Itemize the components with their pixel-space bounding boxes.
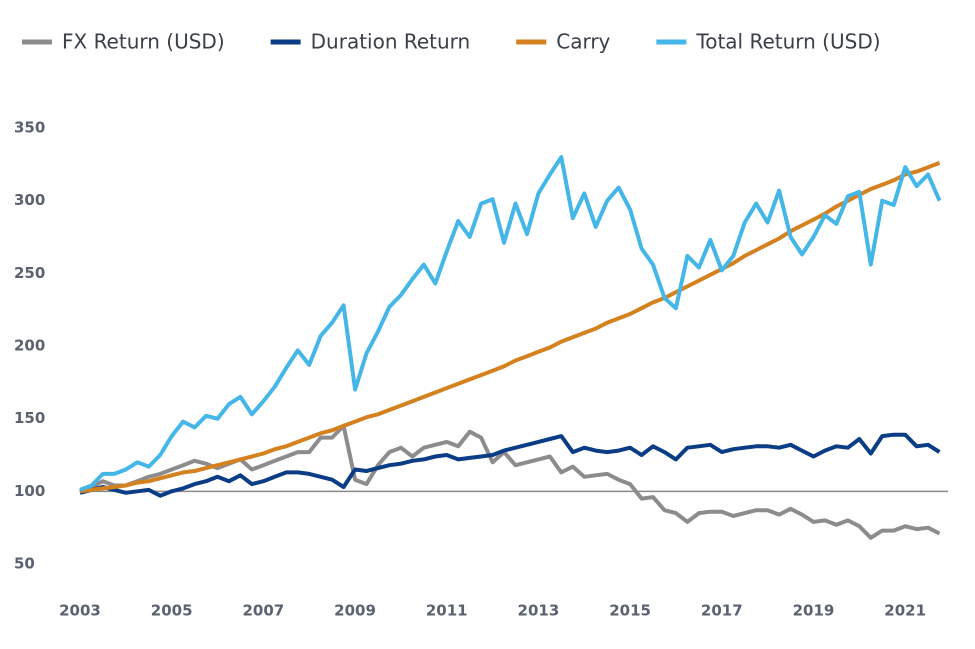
y-tick-label: 300 (14, 191, 45, 209)
x-tick-label: 2003 (59, 602, 101, 620)
legend-label: Duration Return (311, 30, 471, 54)
series-line (79, 432, 941, 498)
y-tick-label: 350 (14, 119, 45, 137)
y-tick-label: 100 (14, 482, 45, 500)
y-tick-label: 250 (14, 264, 45, 282)
x-tick-label: 2019 (793, 602, 835, 620)
series-line (79, 155, 942, 492)
x-tick-label: 2007 (242, 602, 284, 620)
x-tick-label: 2009 (334, 602, 376, 620)
y-tick-label: 150 (14, 409, 45, 427)
x-tick-label: 2017 (701, 602, 743, 620)
x-tick-label: 2005 (151, 602, 193, 620)
y-tick-label: 50 (14, 555, 35, 573)
x-tick-label: 2021 (884, 602, 926, 620)
y-tick-label: 200 (14, 337, 45, 355)
x-tick-label: 2011 (426, 602, 468, 620)
series-line (79, 161, 941, 494)
legend-label: Total Return (USD) (695, 30, 880, 54)
series-line (79, 423, 941, 540)
legend-label: FX Return (USD) (62, 30, 225, 54)
x-tick-label: 2013 (518, 602, 560, 620)
x-tick-label: 2015 (609, 602, 651, 620)
legend-label: Carry (556, 30, 610, 54)
